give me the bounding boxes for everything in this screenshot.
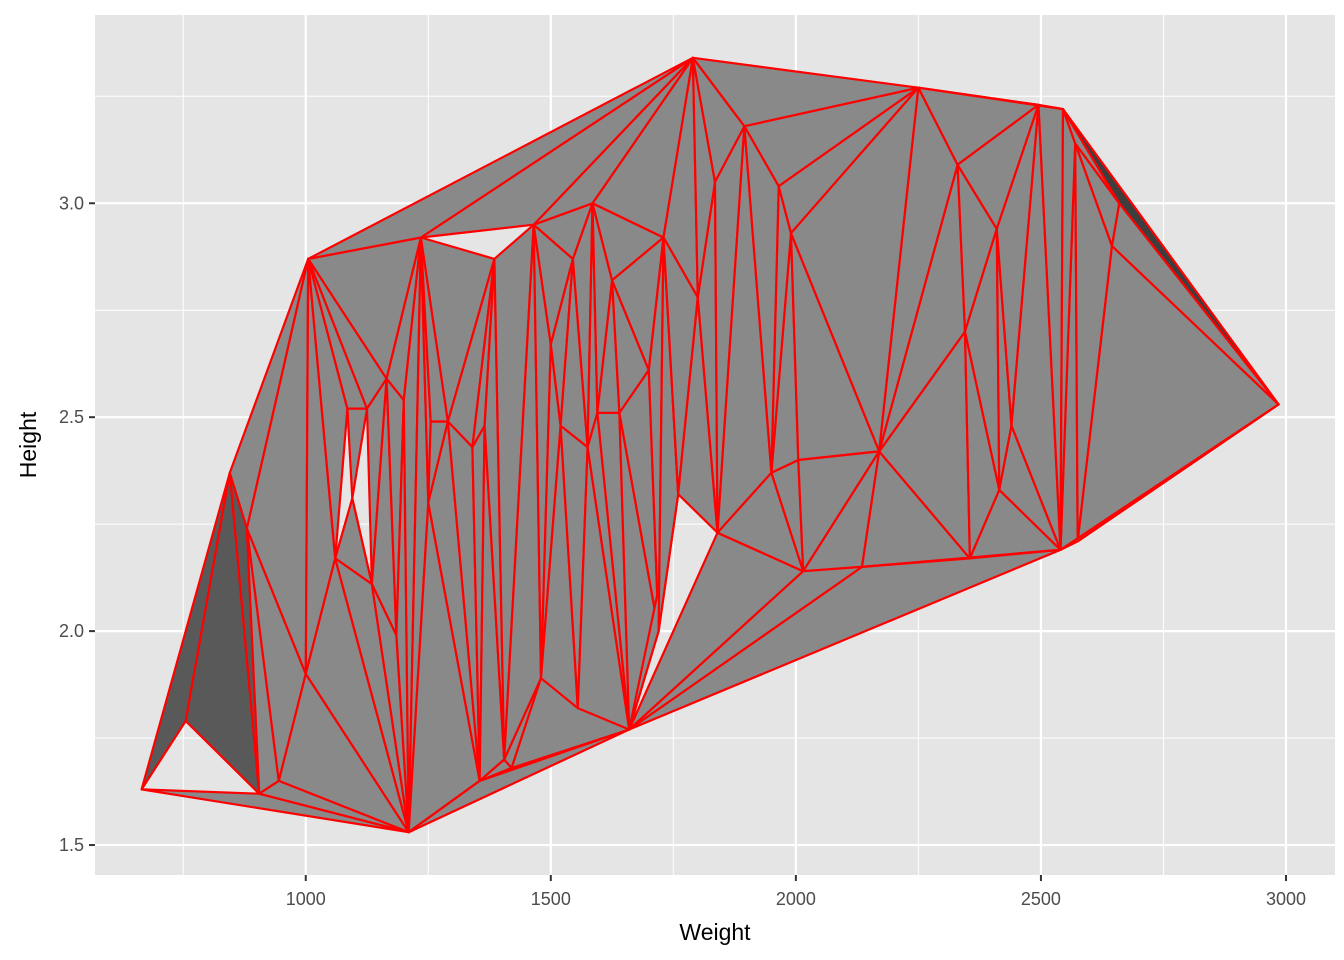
triangle [628,565,864,731]
y-axis-title: Height [15,411,41,478]
triangle [917,86,1065,111]
axis-ticks [89,202,1287,881]
triangle [307,56,695,260]
x-tick-label: 2000 [776,889,816,909]
triangle [860,548,1062,569]
x-tick-label: 3000 [1266,889,1306,909]
y-tick-label: 3.0 [59,193,84,213]
triangle [258,779,410,834]
triangle [691,56,920,128]
y-tick-labels: 1.5 2.0 2.5 3.0 [59,193,84,855]
triangle [407,728,631,834]
x-axis-title: Weight [679,919,751,945]
y-tick-label: 2.5 [59,407,84,427]
x-tick-label: 1000 [286,889,326,909]
triangulation-mesh [140,56,1280,834]
y-tick-label: 2.0 [59,621,84,641]
x-tick-label: 2500 [1021,889,1061,909]
triangle [1059,403,1280,551]
x-tick-labels: 1000 1500 2000 2500 3000 [286,889,1306,909]
x-tick-label: 1500 [531,889,571,909]
y-tick-label: 1.5 [59,835,84,855]
triangle [346,407,369,500]
triangle [1061,107,1280,406]
